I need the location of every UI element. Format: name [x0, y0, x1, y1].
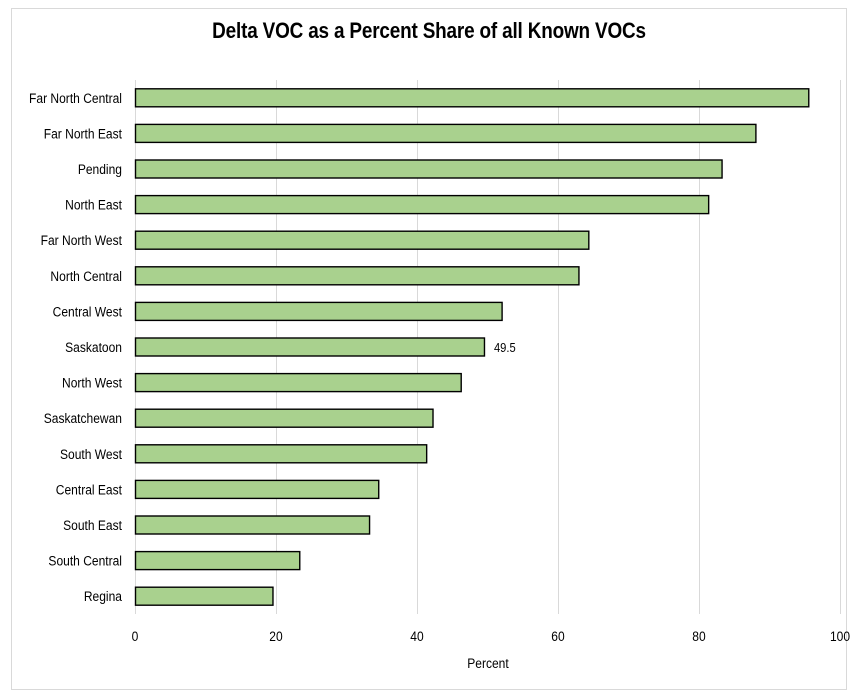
bar-north-west [134, 372, 462, 393]
x-tick-label-2: 40 [410, 628, 423, 644]
x-tick-label-5: 100 [830, 628, 850, 644]
chart-title: Delta VOC as a Percent Share of all Know… [212, 18, 646, 43]
bar-saskatchewan [134, 408, 434, 428]
bar-north-central [134, 266, 580, 286]
category-label-far-north-central: Far North Central [29, 90, 122, 106]
category-label-south-west: South West [60, 446, 122, 462]
category-label-saskatchewan: Saskatchewan [44, 410, 122, 426]
bar-south-west [134, 444, 428, 464]
category-label-central-west: Central West [53, 304, 123, 320]
category-label-pending: Pending [78, 161, 122, 177]
category-label-south-east: South East [63, 517, 122, 533]
category-label-far-north-west: Far North West [41, 232, 123, 248]
x-tick-label-4: 80 [692, 628, 705, 644]
category-label-far-north-east: Far North East [44, 126, 123, 142]
category-label-regina: Regina [84, 588, 123, 604]
x-tick-label-3: 60 [551, 628, 564, 644]
category-label-south-central: South Central [48, 553, 122, 569]
x-tick-label-1: 20 [269, 628, 282, 644]
data-label-0: 49.5 [494, 340, 516, 355]
bar-central-west [134, 301, 503, 322]
bar-south-east [134, 515, 371, 535]
bar-central-east [134, 479, 380, 500]
category-label-central-east: Central East [56, 482, 123, 498]
bar-south-central [134, 550, 301, 571]
bar-far-north-central [134, 88, 810, 108]
category-label-north-central: North Central [50, 268, 122, 284]
bar-north-east [134, 194, 710, 215]
bar-far-north-east [134, 123, 757, 144]
bar-saskatoon [134, 337, 486, 357]
x-axis-title: Percent [467, 655, 509, 671]
bar-regina [134, 586, 274, 606]
category-label-north-east: North East [65, 197, 122, 213]
x-tick-label-0: 0 [132, 628, 139, 644]
bar-pending [134, 159, 723, 179]
category-label-north-west: North West [62, 375, 122, 391]
category-label-saskatoon: Saskatoon [65, 339, 122, 355]
bar-far-north-west [134, 230, 590, 250]
